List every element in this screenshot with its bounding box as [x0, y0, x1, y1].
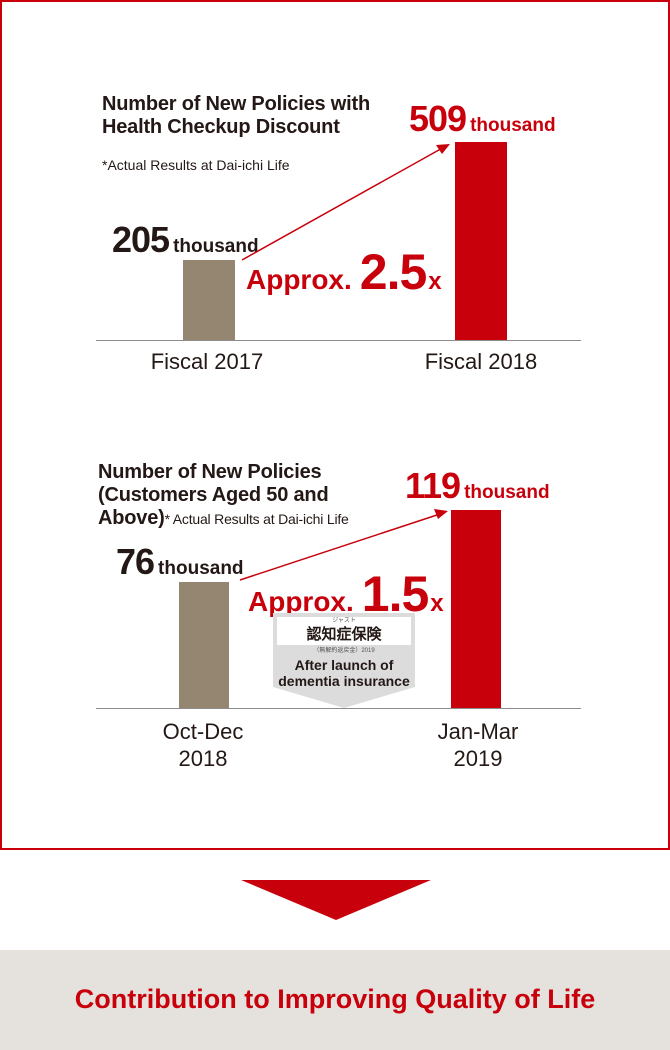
chart2-note: * Actual Results at Dai-ichi Life — [164, 511, 349, 527]
chart2-bar-jan-mar-2019 — [451, 510, 501, 708]
chart1-bar-fiscal-2018 — [455, 142, 507, 340]
footer-text: Contribution to Improving Quality of Lif… — [74, 984, 596, 1014]
chart1-value-label-1: 509 thousand — [409, 98, 556, 139]
chart2-value-label-0: 76 thousand — [116, 541, 244, 582]
chart2-growth-arrow — [239, 512, 444, 581]
down-arrow-icon — [241, 880, 431, 920]
chart1-growth-arrow — [241, 145, 447, 261]
chart1-bar-fiscal-2017 — [183, 260, 235, 340]
chart1-baseline — [96, 340, 581, 341]
charts-panel — [0, 0, 670, 850]
chart2-category-1: Jan-Mar 2019 — [437, 719, 519, 771]
chart1-category-1: Fiscal 2018 — [424, 349, 538, 374]
footer-banner: Contribution to Improving Quality of Lif… — [0, 950, 670, 1050]
logo-subtext: （無解約返戻金）2019 — [313, 648, 375, 654]
chart2-title: Number of New Policies (Customers Aged 5… — [98, 461, 349, 529]
growth-arrows — [239, 144, 450, 581]
dementia-insurance-logo: ジャスト 認知症保険 — [277, 617, 411, 645]
chart2-bar-oct-dec-2018 — [179, 582, 229, 708]
callout-caption: After launch of dementia insurance — [278, 657, 410, 689]
chart1-title: Number of New Policies with Health Check… — [102, 93, 370, 138]
chart2-baseline — [96, 708, 581, 709]
chart1-note: *Actual Results at Dai-ichi Life — [102, 157, 290, 173]
chart1-value-label-0: 205 thousand — [112, 219, 259, 260]
chart1-ratio: Approx. 2.5x — [246, 244, 442, 300]
chart1-category-0: Fiscal 2017 — [150, 349, 264, 374]
chart1-arrowhead-icon — [436, 144, 450, 154]
dementia-insurance-callout: ジャスト 認知症保険 （無解約返戻金）2019 After launch of … — [273, 613, 415, 708]
chart2-value-label-1: 119 thousand — [405, 465, 550, 506]
chart2-category-0: Oct-Dec 2018 — [162, 719, 244, 771]
chart2-ratio: Approx. 1.5x — [248, 566, 444, 622]
chart2-arrowhead-icon — [434, 509, 448, 519]
